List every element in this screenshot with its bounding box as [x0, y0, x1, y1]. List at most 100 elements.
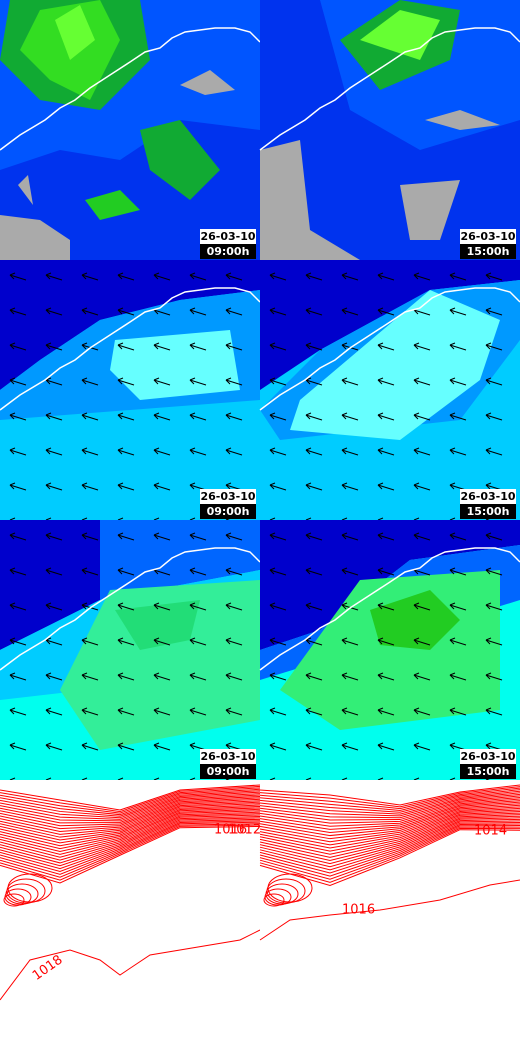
time-box: [460, 764, 516, 779]
isobar-ring: [263, 893, 285, 907]
isobar-line: [259, 800, 520, 827]
isobar-line: [0, 800, 261, 832]
date-label: 26-03-10: [460, 230, 515, 243]
isobar-line: [259, 807, 520, 843]
isobar-line: [259, 821, 520, 871]
isobar-line: [0, 787, 261, 814]
panel-precip-15: [259, 0, 520, 260]
time-label: 09:00h: [207, 765, 250, 778]
isobar-ring: [266, 878, 306, 904]
isobar-line: [259, 809, 520, 846]
isobar-line: [259, 790, 520, 813]
isobar-line: [0, 785, 261, 813]
isobar-line: [259, 784, 520, 806]
isobar-line: [259, 806, 520, 840]
isobar-line: [259, 817, 520, 862]
time-label: 09:00h: [207, 245, 250, 258]
isobar-line: [259, 798, 520, 824]
isobar-line: [0, 791, 261, 819]
isobar-line: [259, 818, 520, 865]
panel-wind-15: [259, 260, 520, 520]
isobar-ring: [7, 873, 53, 903]
time-label: 09:00h: [207, 505, 250, 518]
isobar-line: [0, 815, 261, 864]
time-box: [200, 764, 256, 779]
isobar-line: [0, 804, 261, 841]
isobar-line: [259, 786, 520, 808]
isobar-line: [259, 804, 520, 837]
isobar-ring: [265, 883, 299, 905]
isobar-line: [259, 823, 520, 874]
panel-wind-09: [0, 260, 261, 520]
isobar-line: [0, 818, 261, 870]
isobar-line: [259, 820, 520, 868]
panel-precip-09: [0, 0, 261, 260]
isobar-label: 1016: [214, 823, 247, 838]
time-box: [460, 244, 516, 259]
isobar-line: [0, 813, 261, 858]
isobar-line: [0, 788, 261, 816]
isobar-line: [0, 824, 261, 881]
isobar-line: [0, 805, 261, 844]
isobar-ring: [267, 873, 313, 903]
date-label: 26-03-10: [200, 750, 255, 763]
isobar-ring: [264, 888, 292, 906]
time-box: [460, 504, 516, 519]
isobar-line: [0, 807, 261, 847]
date-label: 26-03-10: [200, 230, 255, 243]
isobar-line: [0, 784, 261, 811]
isobar-line: [0, 810, 261, 852]
isobar-line: [0, 798, 261, 830]
isobar-line: [0, 820, 261, 873]
date-label: 26-03-10: [460, 750, 515, 763]
date-box: [460, 489, 516, 504]
isobar-line: [259, 811, 520, 849]
isobar-line: [0, 794, 261, 822]
isobar-line: [259, 789, 520, 811]
panel-pressure-09: [0, 780, 261, 1040]
panel-temp-09: [0, 520, 261, 780]
isobar-line: [259, 825, 520, 877]
isobar-line: [259, 826, 520, 880]
isobar-line: [0, 811, 261, 855]
isobar-line: [259, 827, 520, 883]
isobar-label: 1014: [474, 824, 507, 839]
isobar-line: [0, 790, 261, 817]
time-label: 15:00h: [467, 765, 510, 778]
time-label: 15:00h: [467, 505, 510, 518]
isobar-line: [259, 812, 520, 852]
isobar-line: [259, 801, 520, 830]
isobar-line: [0, 825, 261, 884]
date-box: [200, 229, 256, 244]
isobar-line: [0, 821, 261, 875]
isobar-line: [0, 817, 261, 867]
time-stamps: 26-03-10 09:00h 26-03-10 15:00h 26-03-10 09:0…: [200, 229, 516, 779]
isobar-line: [0, 823, 261, 878]
isobar-ring: [4, 888, 32, 906]
date-box: [460, 749, 516, 764]
isobar-line: [0, 793, 261, 820]
date-box: [460, 229, 516, 244]
time-box: [200, 244, 256, 259]
panel-pressure-15: [259, 780, 520, 1040]
isobar-line: [259, 815, 520, 858]
isobars: [0, 784, 261, 907]
isobar-line: [0, 801, 261, 835]
isobar-line: [259, 795, 520, 819]
isobar-line: [0, 795, 261, 824]
isobar-label: 1016: [342, 903, 375, 918]
time-box: [200, 504, 256, 519]
date-box: [200, 489, 256, 504]
isobar-line: [0, 814, 261, 861]
isobar-ring: [3, 893, 25, 907]
time-label: 15:00h: [467, 245, 510, 258]
isobar-line: [259, 793, 520, 817]
isobar-line: [259, 796, 520, 821]
isobar-line: [259, 792, 520, 815]
date-box: [200, 749, 256, 764]
isobar-line: [259, 803, 520, 833]
date-label: 26-03-10: [200, 490, 255, 503]
isobar-ring: [6, 878, 46, 904]
isobar-line: [0, 808, 261, 850]
